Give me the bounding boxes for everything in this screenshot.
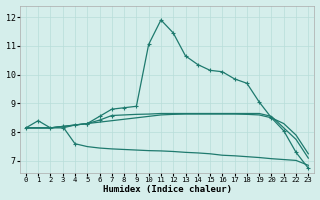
X-axis label: Humidex (Indice chaleur): Humidex (Indice chaleur): [103, 185, 232, 194]
